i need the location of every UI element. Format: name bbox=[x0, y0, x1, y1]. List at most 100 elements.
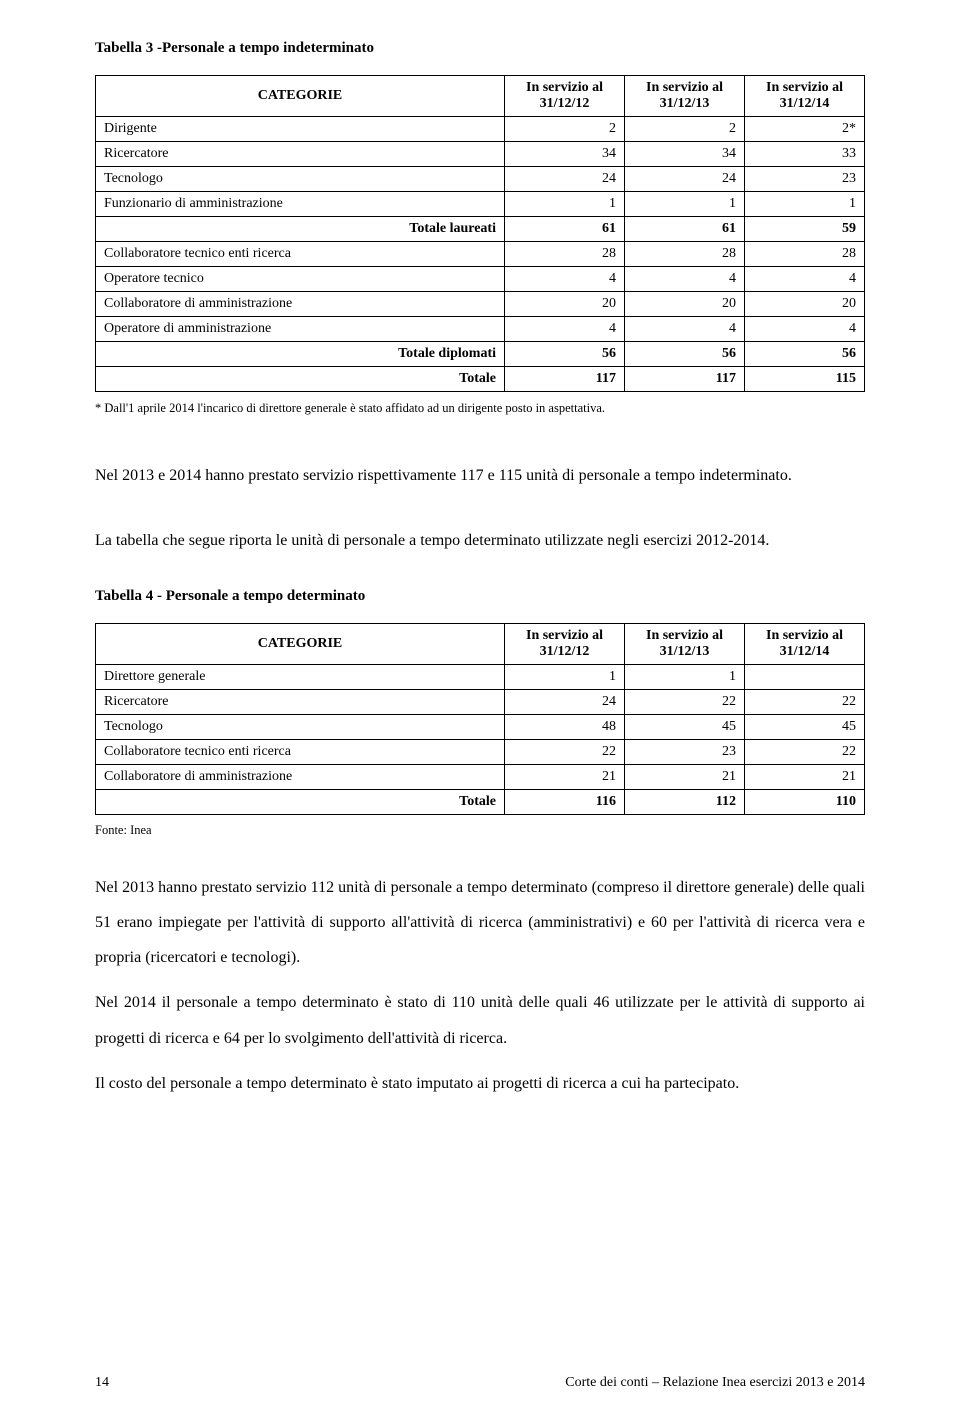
table3-row-value: 61 bbox=[505, 217, 625, 242]
table3-row-label: Tecnologo bbox=[96, 167, 505, 192]
table3-row-value: 34 bbox=[625, 142, 745, 167]
table3-row-label: Operatore tecnico bbox=[96, 267, 505, 292]
table3-row-value: 1 bbox=[745, 192, 865, 217]
table3-row-value: 23 bbox=[745, 167, 865, 192]
table3-title: Tabella 3 -Personale a tempo indetermina… bbox=[95, 40, 865, 57]
paragraph-1: Nel 2013 e 2014 hanno prestato servizio … bbox=[95, 458, 865, 493]
table3-row-value: 61 bbox=[625, 217, 745, 242]
table4-row-value: 23 bbox=[625, 739, 745, 764]
table4-header-c3: In servizio al 31/12/14 bbox=[745, 623, 865, 664]
table3-row-value: 59 bbox=[745, 217, 865, 242]
table4-row-value: 21 bbox=[625, 764, 745, 789]
table3-row-value: 20 bbox=[505, 292, 625, 317]
table4-header-c1: In servizio al 31/12/12 bbox=[505, 623, 625, 664]
paragraph-3: Nel 2013 hanno prestato servizio 112 uni… bbox=[95, 870, 865, 976]
table3-row: Dirigente222* bbox=[96, 117, 865, 142]
table3-row: Tecnologo242423 bbox=[96, 167, 865, 192]
table4-header-c2: In servizio al 31/12/13 bbox=[625, 623, 745, 664]
table3-row-label: Operatore di amministrazione bbox=[96, 317, 505, 342]
paragraph-5: Il costo del personale a tempo determina… bbox=[95, 1066, 865, 1101]
table3-row-value: 4 bbox=[505, 317, 625, 342]
table3-row: Collaboratore tecnico enti ricerca282828 bbox=[96, 242, 865, 267]
table4-row-value: 22 bbox=[745, 739, 865, 764]
table3-row-value: 28 bbox=[625, 242, 745, 267]
table4-row-label: Collaboratore tecnico enti ricerca bbox=[96, 739, 505, 764]
table4-row-label: Tecnologo bbox=[96, 714, 505, 739]
table4-row-value: 22 bbox=[745, 689, 865, 714]
table4-row: Ricercatore242222 bbox=[96, 689, 865, 714]
table3-row-value: 56 bbox=[625, 342, 745, 367]
table3-row-label: Collaboratore tecnico enti ricerca bbox=[96, 242, 505, 267]
table3-row-value: 4 bbox=[505, 267, 625, 292]
table4-header-cat: CATEGORIE bbox=[96, 623, 505, 664]
table4-row-value: 24 bbox=[505, 689, 625, 714]
table3-row-value: 117 bbox=[625, 367, 745, 392]
table4-row-label: Collaboratore di amministrazione bbox=[96, 764, 505, 789]
table4-row: Collaboratore di amministrazione212121 bbox=[96, 764, 865, 789]
table3-row-label: Ricercatore bbox=[96, 142, 505, 167]
table3-row-label: Totale bbox=[96, 367, 505, 392]
table3-row-label: Collaboratore di amministrazione bbox=[96, 292, 505, 317]
table4-row-value: 110 bbox=[745, 789, 865, 814]
table3-row-value: 1 bbox=[505, 192, 625, 217]
table4-row-value: 45 bbox=[625, 714, 745, 739]
table4-row-value: 21 bbox=[745, 764, 865, 789]
table3-header-c2: In servizio al 31/12/13 bbox=[625, 76, 745, 117]
table4-row-value: 45 bbox=[745, 714, 865, 739]
table4-row-value bbox=[745, 664, 865, 689]
table3-row-value: 117 bbox=[505, 367, 625, 392]
table3-row-value: 20 bbox=[745, 292, 865, 317]
table4-row-value: 116 bbox=[505, 789, 625, 814]
table3-row-value: 28 bbox=[745, 242, 865, 267]
table3-header-c3: In servizio al 31/12/14 bbox=[745, 76, 865, 117]
table3-row-value: 33 bbox=[745, 142, 865, 167]
table3-header-cat: CATEGORIE bbox=[96, 76, 505, 117]
table4-row-value: 48 bbox=[505, 714, 625, 739]
table3-row-value: 115 bbox=[745, 367, 865, 392]
table3-row-value: 56 bbox=[505, 342, 625, 367]
table4-row: Tecnologo484545 bbox=[96, 714, 865, 739]
table4-row-value: 1 bbox=[505, 664, 625, 689]
paragraph-4: Nel 2014 il personale a tempo determinat… bbox=[95, 985, 865, 1055]
table3-row-label: Totale laureati bbox=[96, 217, 505, 242]
table4-row-label: Totale bbox=[96, 789, 505, 814]
table3-row-value: 34 bbox=[505, 142, 625, 167]
table3-row-value: 4 bbox=[625, 267, 745, 292]
table4-row-value: 22 bbox=[625, 689, 745, 714]
table4-row-value: 21 bbox=[505, 764, 625, 789]
table3-footnote: * Dall'1 aprile 2014 l'incarico di diret… bbox=[95, 400, 865, 418]
table4-row: Totale116112110 bbox=[96, 789, 865, 814]
table4-row-label: Direttore generale bbox=[96, 664, 505, 689]
table3-row-value: 2 bbox=[625, 117, 745, 142]
table3-row-value: 20 bbox=[625, 292, 745, 317]
table3-row-value: 2* bbox=[745, 117, 865, 142]
table3-row-label: Funzionario di amministrazione bbox=[96, 192, 505, 217]
footer-text: Corte dei conti – Relazione Inea eserciz… bbox=[565, 1375, 865, 1391]
table3-row-value: 28 bbox=[505, 242, 625, 267]
paragraph-2: La tabella che segue riporta le unità di… bbox=[95, 523, 865, 558]
table4-row-value: 22 bbox=[505, 739, 625, 764]
table3-row-value: 24 bbox=[625, 167, 745, 192]
table4-row-value: 112 bbox=[625, 789, 745, 814]
table3-row: Totale117117115 bbox=[96, 367, 865, 392]
table4-title: Tabella 4 - Personale a tempo determinat… bbox=[95, 588, 865, 605]
table3-row-value: 1 bbox=[625, 192, 745, 217]
table3-row: Operatore di amministrazione444 bbox=[96, 317, 865, 342]
table3-row: Collaboratore di amministrazione202020 bbox=[96, 292, 865, 317]
table3-row-value: 24 bbox=[505, 167, 625, 192]
table3-header-row: CATEGORIE In servizio al 31/12/12 In ser… bbox=[96, 76, 865, 117]
table4-row-value: 1 bbox=[625, 664, 745, 689]
table3-row-label: Dirigente bbox=[96, 117, 505, 142]
table3-row: Funzionario di amministrazione111 bbox=[96, 192, 865, 217]
table4-fonte: Fonte: Inea bbox=[95, 823, 865, 838]
table3-row-value: 2 bbox=[505, 117, 625, 142]
table3-row-value: 4 bbox=[625, 317, 745, 342]
table3-row: Ricercatore343433 bbox=[96, 142, 865, 167]
table3-row: Totale diplomati565656 bbox=[96, 342, 865, 367]
table4-row-label: Ricercatore bbox=[96, 689, 505, 714]
table3-row-value: 4 bbox=[745, 317, 865, 342]
table3: CATEGORIE In servizio al 31/12/12 In ser… bbox=[95, 75, 865, 392]
table3-row-value: 4 bbox=[745, 267, 865, 292]
table4-row: Direttore generale11 bbox=[96, 664, 865, 689]
table4-row: Collaboratore tecnico enti ricerca222322 bbox=[96, 739, 865, 764]
